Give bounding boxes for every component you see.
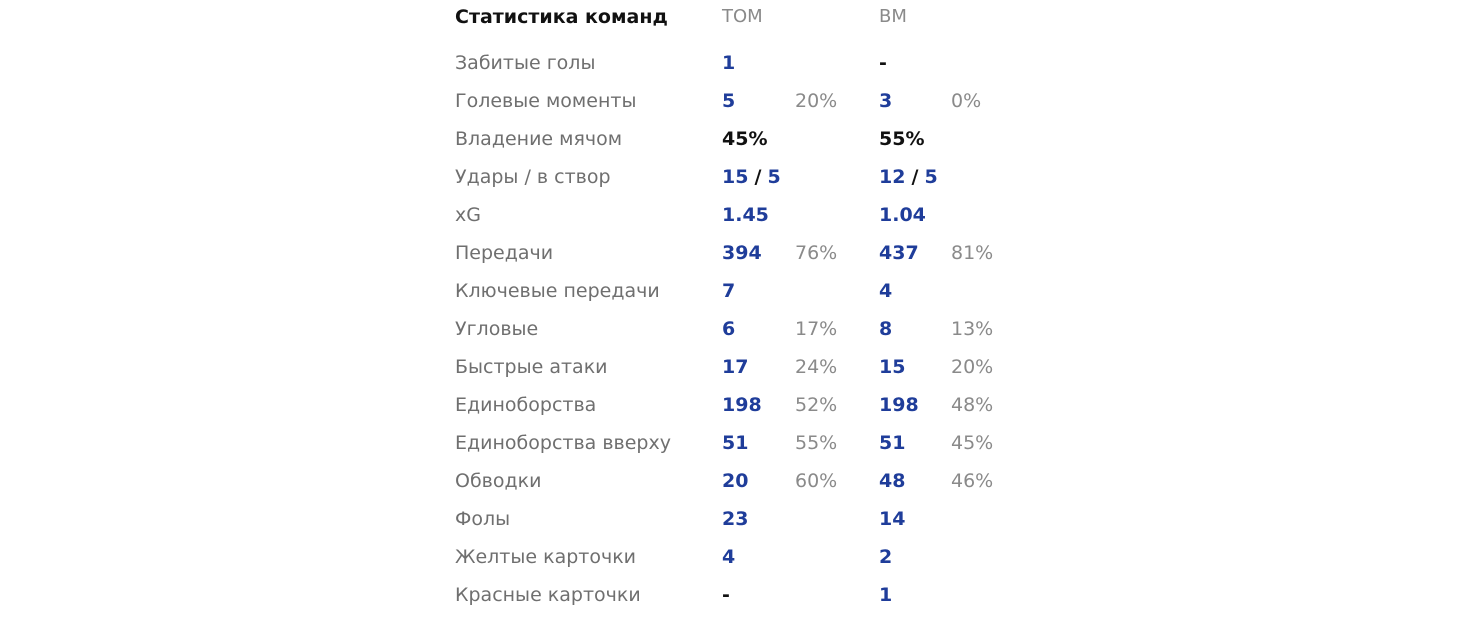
stat-label: xG [455,204,481,226]
team1-value: 51 [722,432,749,454]
stat-row-dribbles: Обводки 20 60% 48 46% [455,464,1015,502]
team-stats-table: Статистика команд ТОМ ВМ Забитые голы 1 … [455,0,1015,616]
stat-row-passes: Передачи 394 76% 437 81% [455,236,1015,274]
stat-row-goals: Забитые голы 1 - [455,46,1015,84]
stat-row-corners: Угловые 6 17% 8 13% [455,312,1015,350]
stat-row-possession: Владение мячом 45% 55% [455,122,1015,160]
team1-percent: 20% [795,90,838,112]
stat-row-xg: xG 1.45 1.04 [455,198,1015,236]
team2-value: 3 [879,90,893,112]
shots-separator: / [754,166,762,188]
team1-value: 20 [722,470,749,492]
team1-value: 394 [722,242,762,264]
stat-label: Голевые моменты [455,90,637,112]
team1-value: 15 / 5 [722,160,781,194]
team1-value: 7 [722,280,736,302]
stat-row-red-cards: Красные карточки - 1 [455,578,1015,616]
stat-label: Передачи [455,242,554,264]
stat-row-chances: Голевые моменты 5 20% 3 0% [455,84,1015,122]
stat-label: Единоборства [455,394,597,416]
stat-label: Забитые голы [455,52,596,74]
stat-label: Фолы [455,508,511,530]
team2-value: 4 [879,280,893,302]
stat-label: Обводки [455,470,542,492]
team1-percent: 76% [795,242,838,264]
team1-value: 45% [722,128,768,150]
team1-value: 5 [722,90,736,112]
team2-value: 48 [879,470,906,492]
stat-label: Единоборства вверху [455,432,671,454]
team1-percent: 60% [795,470,838,492]
team1-value: 198 [722,394,762,416]
team2-shots: 12 [879,166,906,188]
table-header: Статистика команд ТОМ ВМ [455,0,1015,46]
team2-value: 437 [879,242,919,264]
team1-percent: 55% [795,432,838,454]
team2-value: 8 [879,318,893,340]
stat-row-shots: Удары / в створ 15 / 5 12 / 5 [455,160,1015,198]
team1-value: 1 [722,52,736,74]
team2-percent: 20% [951,356,994,378]
team2-value: 14 [879,508,906,530]
stat-row-fouls: Фолы 23 14 [455,502,1015,540]
team1-value: 6 [722,318,736,340]
team2-percent: 46% [951,470,994,492]
stat-label: Красные карточки [455,584,641,606]
team1-value: 23 [722,508,749,530]
team1-value: 4 [722,546,736,568]
team2-value: 198 [879,394,919,416]
stat-row-fast-attacks: Быстрые атаки 17 24% 15 20% [455,350,1015,388]
stat-row-yellow-cards: Желтые карточки 4 2 [455,540,1015,578]
team2-value: 51 [879,432,906,454]
stat-label: Владение мячом [455,128,623,150]
team2-value: 12 / 5 [879,160,938,194]
shots-separator: / [911,166,919,188]
team2-value: 55% [879,128,925,150]
team2-percent: 48% [951,394,994,416]
team2-value: 2 [879,546,893,568]
stat-label: Удары / в створ [455,166,611,188]
team2-value: 1 [879,584,893,606]
team1-value: - [722,584,730,606]
stat-row-aerial-duels: Единоборства вверху 51 55% 51 45% [455,426,1015,464]
team1-name: ТОМ [722,6,763,27]
stat-label: Быстрые атаки [455,356,608,378]
team2-name: ВМ [879,6,907,27]
team1-percent: 52% [795,394,838,416]
team2-percent: 81% [951,242,994,264]
team1-percent: 24% [795,356,838,378]
team1-shots: 15 [722,166,749,188]
stat-row-key-passes: Ключевые передачи 7 4 [455,274,1015,312]
team1-value: 1.45 [722,204,769,226]
team2-shots-on-target: 5 [924,166,938,188]
team2-percent: 13% [951,318,994,340]
stat-row-duels: Единоборства 198 52% 198 48% [455,388,1015,426]
team2-percent: 0% [951,90,982,112]
team1-value: 17 [722,356,749,378]
team1-shots-on-target: 5 [767,166,781,188]
stat-label: Ключевые передачи [455,280,660,302]
team1-percent: 17% [795,318,838,340]
stat-label: Угловые [455,318,539,340]
table-title: Статистика команд [455,6,668,28]
team2-percent: 45% [951,432,994,454]
team2-value: 1.04 [879,204,926,226]
team2-value: 15 [879,356,906,378]
team2-value: - [879,52,887,74]
stat-label: Желтые карточки [455,546,637,568]
